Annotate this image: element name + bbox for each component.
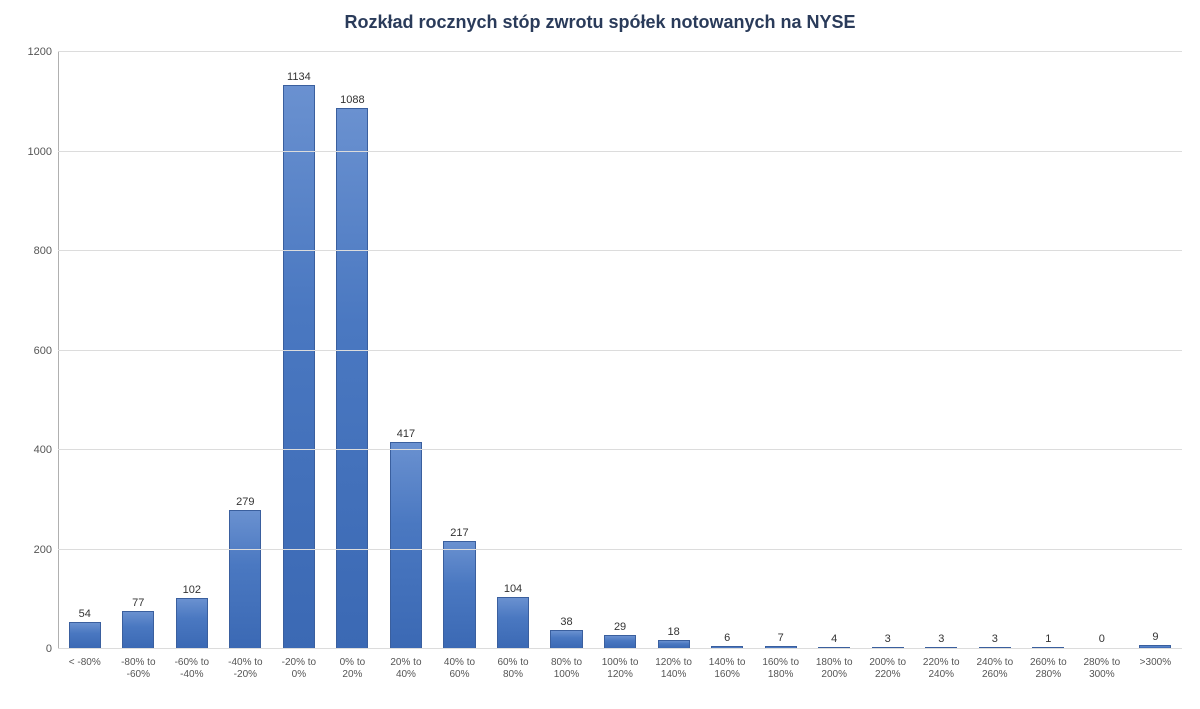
bar-slot: 1088 xyxy=(326,52,380,649)
bar-slot: 29 xyxy=(593,52,647,649)
x-tick-label: -80% to -60% xyxy=(112,653,166,701)
x-tick-label: 280% to 300% xyxy=(1075,653,1129,701)
grid-line xyxy=(58,51,1182,52)
bar: 102 xyxy=(176,598,208,649)
bar-value-label: 77 xyxy=(132,597,144,612)
bar-slot: 6 xyxy=(700,52,754,649)
grid-line xyxy=(58,350,1182,351)
y-tick-label: 600 xyxy=(34,345,58,357)
y-tick-label: 400 xyxy=(34,444,58,456)
bar: 104 xyxy=(497,597,529,649)
x-tick-label: >300% xyxy=(1129,653,1183,701)
bar-slot: 3 xyxy=(968,52,1022,649)
bar-value-label: 9 xyxy=(1152,631,1158,646)
bar-value-label: 1 xyxy=(1045,633,1051,648)
chart-title: Rozkład rocznych stóp zwrotu spółek noto… xyxy=(20,12,1180,33)
x-tick-label: < -80% xyxy=(58,653,112,701)
grid-line xyxy=(58,151,1182,152)
y-tick-label: 1000 xyxy=(28,146,58,158)
bar-slot: 7 xyxy=(754,52,808,649)
bar: 38 xyxy=(550,630,582,649)
y-tick-label: 800 xyxy=(34,245,58,257)
bar-value-label: 1088 xyxy=(340,94,364,109)
bar-value-label: 7 xyxy=(778,632,784,647)
bar-value-label: 3 xyxy=(992,633,998,648)
bar: 1088 xyxy=(336,108,368,649)
x-tick-label: 100% to 120% xyxy=(593,653,647,701)
bar: 1134 xyxy=(283,85,315,649)
bar-slot: 1134 xyxy=(272,52,326,649)
x-tick-label: 160% to 180% xyxy=(754,653,808,701)
x-axis-labels: < -80%-80% to -60%-60% to -40%-40% to -2… xyxy=(58,653,1182,701)
bar-value-label: 104 xyxy=(504,583,522,598)
bar-slot: 104 xyxy=(486,52,540,649)
grid-line xyxy=(58,449,1182,450)
bar-slot: 279 xyxy=(219,52,273,649)
bar: 54 xyxy=(69,622,101,649)
chart-container: Rozkład rocznych stóp zwrotu spółek noto… xyxy=(0,0,1200,709)
bar-value-label: 279 xyxy=(236,496,254,511)
bar-slot: 4 xyxy=(807,52,861,649)
bar-value-label: 4 xyxy=(831,633,837,648)
x-tick-label: 180% to 200% xyxy=(807,653,861,701)
grid-line xyxy=(58,549,1182,550)
x-tick-label: -20% to 0% xyxy=(272,653,326,701)
bar: 77 xyxy=(122,611,154,649)
bar: 279 xyxy=(229,510,261,649)
y-tick-label: 0 xyxy=(46,643,58,655)
bar-value-label: 217 xyxy=(450,527,468,542)
bar-value-label: 38 xyxy=(560,616,572,631)
bar-slot: 417 xyxy=(379,52,433,649)
y-tick-label: 200 xyxy=(34,544,58,556)
bar-slot: 3 xyxy=(915,52,969,649)
bar-value-label: 29 xyxy=(614,621,626,636)
plot-area: 54 77 102 279 1134 1088 417 217 104 38 29 18 6 7 4 3 3 3 1… xyxy=(58,52,1182,649)
bar-slot: 102 xyxy=(165,52,219,649)
bars-row: 54 77 102 279 1134 1088 417 217 104 38 29 18 6 7 4 3 3 3 1… xyxy=(58,52,1182,649)
x-tick-label: 40% to 60% xyxy=(433,653,487,701)
x-tick-label: 60% to 80% xyxy=(486,653,540,701)
bar-slot: 0 xyxy=(1075,52,1129,649)
bar-slot: 3 xyxy=(861,52,915,649)
x-tick-label: 220% to 240% xyxy=(915,653,969,701)
bar-slot: 9 xyxy=(1129,52,1183,649)
y-tick-label: 1200 xyxy=(28,46,58,58)
bar-slot: 38 xyxy=(540,52,594,649)
bar-value-label: 417 xyxy=(397,428,415,443)
x-tick-label: 260% to 280% xyxy=(1022,653,1076,701)
x-tick-label: -60% to -40% xyxy=(165,653,219,701)
x-tick-label: -40% to -20% xyxy=(219,653,273,701)
bar-value-label: 18 xyxy=(667,626,679,641)
grid-line xyxy=(58,250,1182,251)
x-tick-label: 140% to 160% xyxy=(700,653,754,701)
bar-value-label: 0 xyxy=(1099,633,1105,648)
grid-line xyxy=(58,648,1182,649)
x-tick-label: 80% to 100% xyxy=(540,653,594,701)
bar-value-label: 3 xyxy=(938,633,944,648)
bar-value-label: 3 xyxy=(885,633,891,648)
x-tick-label: 0% to 20% xyxy=(326,653,380,701)
bar-value-label: 102 xyxy=(183,584,201,599)
x-tick-label: 120% to 140% xyxy=(647,653,701,701)
bar-slot: 77 xyxy=(112,52,166,649)
bar-value-label: 1134 xyxy=(287,71,311,86)
bar-value-label: 54 xyxy=(79,608,91,623)
bar: 217 xyxy=(443,541,475,649)
bar: 417 xyxy=(390,442,422,649)
bar-slot: 1 xyxy=(1022,52,1076,649)
x-tick-label: 200% to 220% xyxy=(861,653,915,701)
bar: 29 xyxy=(604,635,636,649)
bar-value-label: 6 xyxy=(724,632,730,647)
bar-slot: 54 xyxy=(58,52,112,649)
x-tick-label: 240% to 260% xyxy=(968,653,1022,701)
x-tick-label: 20% to 40% xyxy=(379,653,433,701)
bar-slot: 18 xyxy=(647,52,701,649)
bar-slot: 217 xyxy=(433,52,487,649)
